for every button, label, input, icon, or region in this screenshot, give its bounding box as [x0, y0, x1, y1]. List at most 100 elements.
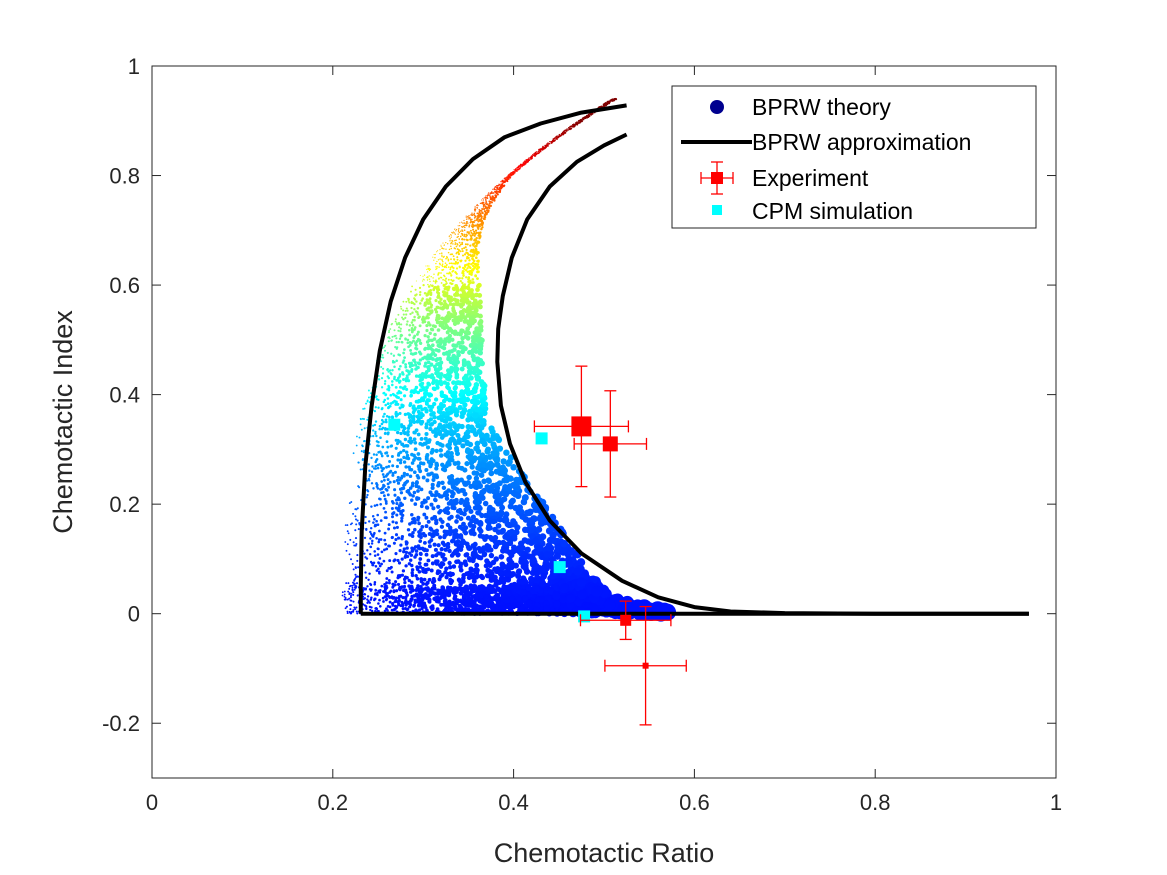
theory-point — [533, 606, 540, 613]
theory-point — [397, 313, 400, 316]
theory-point — [495, 436, 503, 444]
theory-point — [412, 437, 417, 442]
theory-point — [366, 595, 370, 598]
theory-point — [395, 501, 399, 506]
theory-point — [447, 285, 451, 289]
theory-point — [505, 485, 512, 492]
theory-point — [379, 488, 382, 491]
theory-point — [521, 165, 523, 168]
theory-point — [443, 414, 449, 420]
theory-point — [400, 334, 404, 337]
theory-point — [416, 330, 420, 334]
theory-point — [422, 278, 424, 280]
theory-point — [397, 367, 401, 371]
theory-point — [385, 577, 389, 580]
theory-point — [398, 353, 402, 357]
theory-point — [382, 420, 385, 424]
theory-point — [476, 204, 478, 206]
theory-point — [481, 545, 487, 551]
theory-point — [374, 592, 377, 595]
theory-point — [441, 485, 447, 491]
theory-point — [346, 598, 349, 601]
theory-point — [569, 125, 571, 128]
theory-point — [479, 398, 486, 405]
theory-point — [477, 548, 483, 554]
theory-point — [548, 142, 551, 145]
theory-point — [610, 99, 613, 101]
theory-point — [487, 194, 489, 196]
theory-point — [369, 545, 372, 549]
theory-point — [402, 577, 407, 582]
theory-point — [420, 384, 424, 389]
theory-point — [343, 598, 346, 601]
theory-point — [408, 493, 413, 497]
theory-point — [455, 552, 461, 558]
theory-point — [504, 571, 511, 577]
theory-point — [354, 586, 357, 590]
theory-point — [384, 393, 388, 396]
theory-point — [378, 529, 381, 533]
theory-point — [406, 456, 411, 461]
theory-point — [390, 570, 394, 574]
theory-point — [470, 231, 473, 234]
theory-point — [396, 558, 400, 562]
theory-point — [387, 544, 391, 548]
theory-point — [404, 309, 407, 312]
theory-point — [440, 307, 445, 311]
theory-point — [526, 599, 533, 606]
theory-point — [468, 529, 474, 535]
theory-point — [454, 380, 460, 386]
theory-point — [380, 418, 384, 422]
theory-point — [448, 248, 451, 251]
theory-point — [366, 493, 369, 497]
theory-point — [431, 477, 436, 482]
theory-point — [403, 580, 407, 585]
theory-point — [441, 254, 443, 256]
theory-point — [421, 280, 424, 282]
theory-point — [518, 606, 525, 613]
theory-point — [417, 411, 422, 416]
theory-point — [441, 263, 444, 265]
theory-point — [554, 542, 562, 551]
theory-point — [438, 320, 443, 325]
theory-point — [415, 280, 417, 282]
theory-point — [422, 275, 424, 277]
theory-point — [389, 393, 393, 397]
theory-point — [473, 214, 475, 216]
theory-point — [393, 488, 397, 492]
theory-point — [395, 525, 399, 529]
theory-point — [461, 308, 467, 313]
theory-point — [468, 522, 474, 528]
theory-point — [408, 328, 411, 332]
theory-point — [420, 299, 423, 302]
theory-point — [410, 498, 414, 502]
theory-point — [463, 233, 466, 236]
theory-point — [394, 345, 397, 349]
theory-point — [380, 386, 384, 389]
theory-point — [552, 139, 554, 142]
theory-point — [369, 526, 373, 530]
theory-point — [465, 515, 471, 521]
theory-point — [446, 600, 451, 605]
theory-point — [492, 192, 495, 194]
theory-point — [377, 406, 380, 409]
theory-point — [480, 495, 486, 501]
theory-point — [379, 497, 382, 501]
theory-point — [401, 316, 404, 319]
theory-point — [447, 243, 449, 245]
theory-point — [435, 262, 437, 265]
theory-point — [375, 503, 379, 507]
theory-point — [455, 599, 460, 605]
theory-point — [439, 392, 445, 398]
theory-point — [438, 453, 444, 458]
theory-point — [373, 409, 377, 413]
theory-point — [452, 461, 458, 467]
theory-point — [447, 259, 450, 262]
theory-point — [465, 218, 468, 220]
theory-point — [369, 537, 372, 540]
theory-point — [466, 224, 468, 226]
theory-point — [378, 427, 381, 431]
theory-point — [452, 232, 454, 234]
theory-point — [537, 150, 540, 153]
theory-point — [613, 98, 616, 101]
